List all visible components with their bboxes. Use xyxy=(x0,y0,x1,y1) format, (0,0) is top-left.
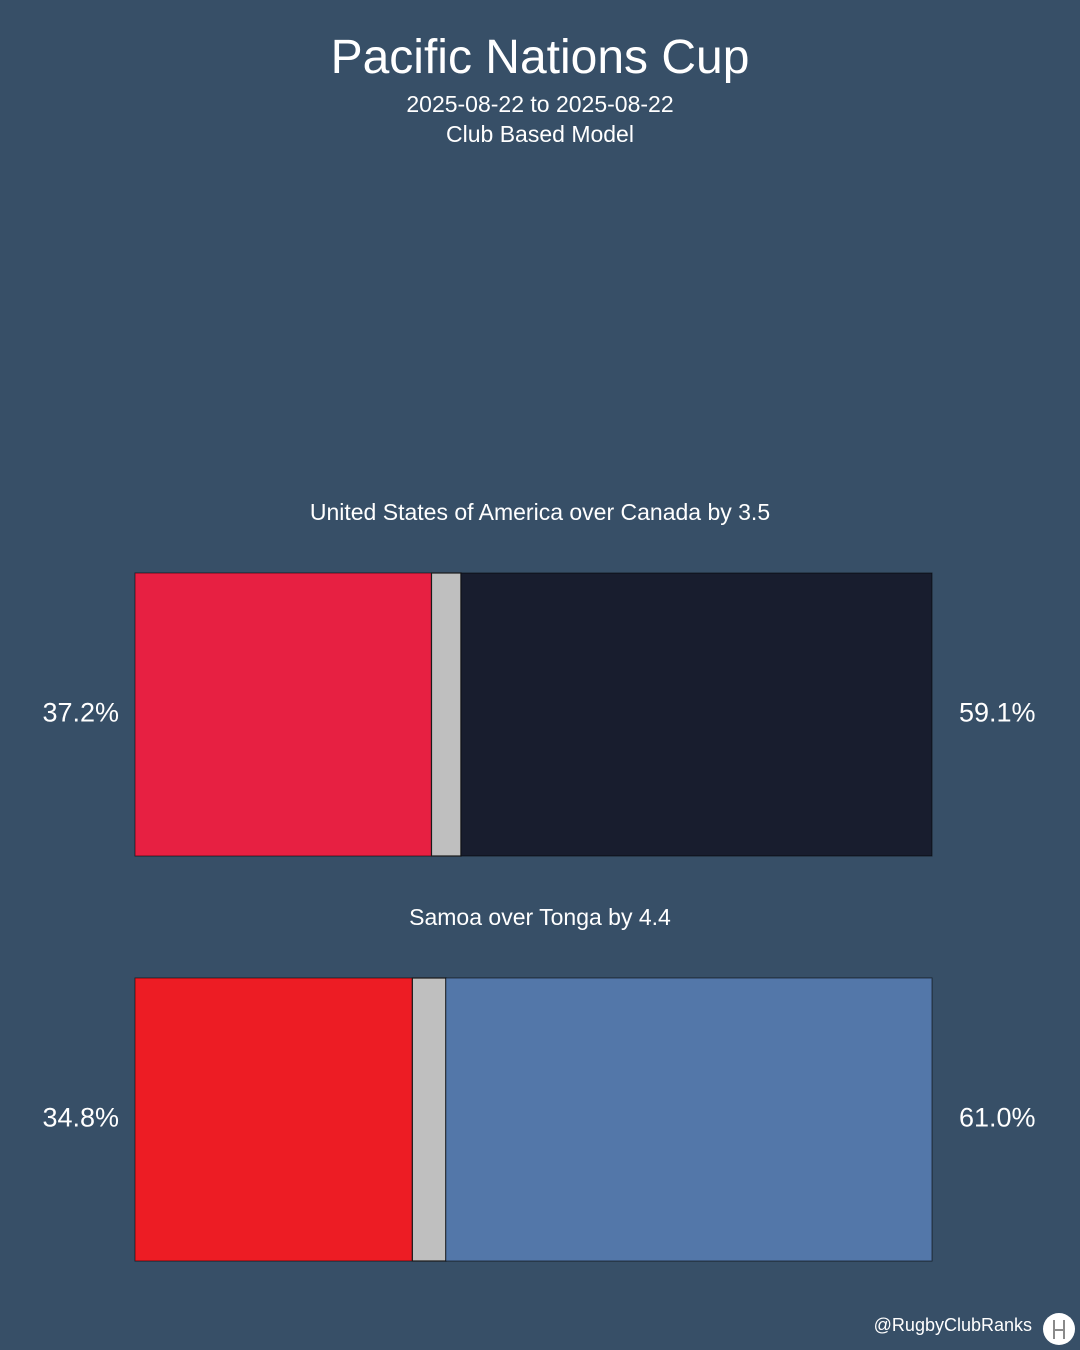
right-team-probability-label: 61.0% xyxy=(959,1103,1036,1133)
bar-segment-draw xyxy=(411,977,447,1262)
bar-segment-right-team xyxy=(460,572,933,857)
bar-segment-left-team xyxy=(134,977,413,1262)
rugby-posts-logo-icon xyxy=(1043,1313,1075,1345)
bar-segment-draw xyxy=(430,572,462,857)
left-team-probability-label: 37.2% xyxy=(42,698,119,728)
chart-subtitle-dates: 2025-08-22 to 2025-08-22 xyxy=(406,91,674,117)
bar-segment-left-team xyxy=(134,572,432,857)
twitter-handle: @RugbyClubRanks xyxy=(873,1315,1032,1335)
right-team-probability-label: 59.1% xyxy=(959,698,1036,728)
match-caption: Samoa over Tonga by 4.4 xyxy=(409,904,671,930)
footer: @RugbyClubRanks xyxy=(0,1300,1080,1350)
bar-segment-right-team xyxy=(445,977,933,1262)
chart-subtitle-model: Club Based Model xyxy=(446,121,634,147)
chart-title: Pacific Nations Cup xyxy=(330,31,750,84)
left-team-probability-label: 34.8% xyxy=(42,1103,119,1133)
match-caption: United States of America over Canada by … xyxy=(310,499,770,525)
